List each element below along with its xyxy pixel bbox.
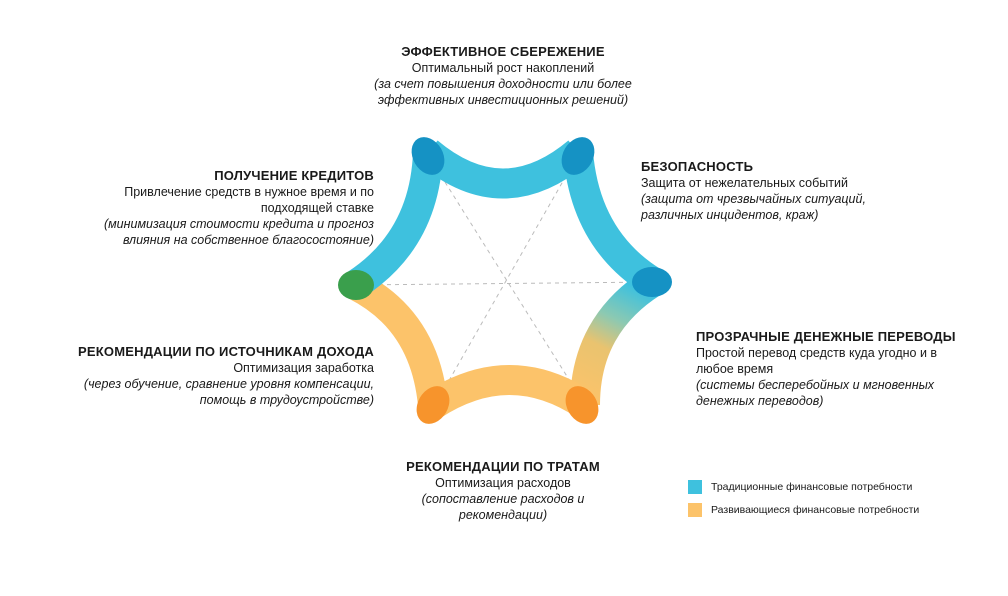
node-savings-sub1: (за счет повышения доходности или более [374,77,632,91]
node-transfers-sub1: (системы бесперебойных и мгновенных [696,378,935,392]
node-savings-sub2: эффективных инвестиционных решений) [377,93,629,107]
legend-traditional-label: Традиционные финансовые потребности [711,481,913,493]
node-security: БЕЗОПАСНОСТЬ Защита от нежелательных соб… [641,159,911,223]
legend-developing: Развивающиеся финансовые потребности [688,503,919,517]
node-transfers-line1: Простой перевод средств куда угодно и в [696,346,938,360]
legend-developing-swatch [688,503,702,517]
node-income-title: РЕКОМЕНДАЦИИ ПО ИСТОЧНИКАМ ДОХОДА [78,344,374,359]
node-security-line1: Защита от нежелательных событий [641,176,848,190]
node-spending-title: РЕКОМЕНДАЦИИ ПО ТРАТАМ [406,459,600,474]
node-income: РЕКОМЕНДАЦИИ ПО ИСТОЧНИКАМ ДОХОДА Оптими… [44,344,374,408]
node-spending: РЕКОМЕНДАЦИИ ПО ТРАТАМ Оптимизация расхо… [353,459,653,523]
node-credit: ПОЛУЧЕНИЕ КРЕДИТОВ Привлечение средств в… [64,168,374,248]
node-credit-title: ПОЛУЧЕНИЕ КРЕДИТОВ [214,168,374,183]
node-credit-sub1: (минимизация стоимости кредита и прогноз [103,217,374,231]
node-credit-sub2: влияния на собственное благосостояние) [122,233,374,247]
node-credit-line2: подходящей ставке [260,201,374,215]
node-income-line1: Оптимизация заработка [233,361,374,375]
diagonal-line [354,281,656,286]
node-transfers-sub2: денежных переводов) [696,394,824,408]
arc-spending [424,365,594,418]
node-security-sub1: (защита от чрезвычайных ситуаций, [641,192,866,206]
node-security-title: БЕЗОПАСНОСТЬ [641,159,754,174]
node-transfers-line2: любое время [696,362,774,376]
junction-transfers-spending [565,386,599,424]
junction-savings-credit [411,137,445,175]
junction-spending-income [416,386,450,424]
node-transfers-title: ПРОЗРАЧНЫЕ ДЕНЕЖНЫЕ ПЕРЕВОДЫ [696,329,956,344]
node-security-sub2: различных инцидентов, краж) [641,208,819,222]
legend-developing-label: Развивающиеся финансовые потребности [711,504,920,516]
node-income-sub1: (через обучение, сравнение уровня компен… [83,377,374,391]
node-transfers: ПРОЗРАЧНЫЕ ДЕНЕЖНЫЕ ПЕРЕВОДЫ Простой пер… [696,329,996,409]
legend-traditional: Традиционные финансовые потребности [688,480,912,494]
node-credit-line1: Привлечение средств в нужное время и по [124,185,374,199]
arc-transfers [570,269,662,406]
junction-savings-security [561,137,595,175]
junction-security-transfers [632,267,672,297]
node-spending-sub2: рекомендации) [458,508,548,522]
node-savings-line1: Оптимальный рост накоплений [411,61,595,75]
junction-income-credit [338,270,374,300]
node-spending-line1: Оптимизация расходов [435,476,571,490]
diagonal-line [434,154,579,406]
legend-traditional-swatch [688,480,702,494]
arc-savings [418,140,588,199]
node-income-sub2: помощь в трудоустройстве) [199,393,374,407]
node-savings: ЭФФЕКТИВНОЕ СБЕРЕЖЕНИЕ Оптимальный рост … [343,44,663,108]
node-savings-title: ЭФФЕКТИВНОЕ СБЕРЕЖЕНИЕ [401,44,605,59]
node-spending-sub1: (сопоставление расходов и [421,492,585,506]
diagonal-dashes [354,154,656,406]
